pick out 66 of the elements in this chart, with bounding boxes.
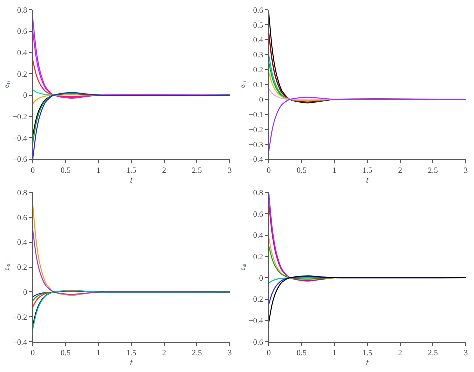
- x-tick-label: 0: [31, 348, 35, 358]
- y-tick-label: −0.2: [248, 295, 264, 304]
- y-tick-label: 0: [259, 274, 264, 283]
- y-tick-label: 0.8: [253, 188, 264, 198]
- y-tick-label: 0.2: [253, 252, 264, 262]
- x-tick-label: 2.5: [192, 348, 202, 358]
- x-tick-label: 0.5: [296, 166, 307, 175]
- y-tick-label: −0.2: [248, 125, 264, 134]
- y-tick-label: −0.4: [12, 134, 28, 143]
- y-tick-label: 0.1: [253, 80, 264, 90]
- y-tick-label: 0.2: [17, 70, 28, 79]
- x-tick-label: 1: [96, 348, 101, 358]
- y-tick-label: 0.8: [17, 188, 28, 198]
- y-tick-label: −0.2: [12, 312, 28, 322]
- x-tick-label: 1: [332, 348, 337, 358]
- y-tick-label: 0.6: [253, 210, 264, 219]
- y-tick-label: 0.3: [253, 50, 264, 60]
- x-tick-label: 1: [96, 166, 101, 175]
- x-tick-label: 3: [464, 348, 468, 358]
- y-tick-label: 0.4: [253, 231, 264, 240]
- y-tick-label: −0.4: [12, 338, 28, 347]
- y-tick-label: 0.4: [17, 238, 28, 248]
- y-tick-label: 0: [23, 91, 28, 100]
- y-tick-label: 0.6: [253, 6, 264, 15]
- x-tick-label: 1.5: [362, 348, 372, 358]
- x-axis-title: t: [366, 175, 370, 185]
- y-tick-label: −0.6: [12, 155, 28, 164]
- x-tick-label: 2: [162, 166, 166, 175]
- y-tick-label: 0.8: [17, 6, 28, 15]
- y-tick-label: 0.4: [253, 36, 264, 45]
- y-tick-label: 0.6: [17, 213, 28, 222]
- x-tick-label: 1.5: [126, 166, 137, 175]
- x-tick-label: 0: [266, 348, 271, 358]
- x-tick-label: 3: [228, 348, 232, 358]
- y-tick-label: −0.2: [12, 112, 28, 122]
- x-tick-label: 0: [31, 166, 35, 175]
- x-tick-label: 0.5: [60, 348, 71, 358]
- x-tick-label: 3: [464, 166, 468, 175]
- x-tick-label: 0.5: [296, 348, 307, 358]
- x-tick-label: 1.5: [126, 348, 137, 358]
- y-tick-label: 0: [23, 288, 28, 297]
- x-tick-label: 1.5: [362, 166, 372, 175]
- y-tick-label: 0.4: [17, 48, 28, 58]
- x-tick-label: 3: [228, 166, 232, 175]
- x-axis-title: t: [130, 358, 134, 368]
- x-tick-label: 0.5: [60, 166, 71, 175]
- x-tick-label: 1: [332, 166, 337, 175]
- x-tick-label: 2.5: [428, 166, 438, 175]
- y-tick-label: −0.3: [248, 140, 264, 150]
- y-tick-label: −0.1: [248, 110, 264, 120]
- x-tick-label: 2.5: [192, 166, 202, 175]
- x-tick-label: 2: [398, 348, 402, 358]
- y-tick-label: 0: [259, 95, 264, 104]
- y-tick-label: 0.5: [253, 20, 264, 30]
- y-tick-label: 0.2: [17, 263, 28, 272]
- y-tick-label: 0.6: [17, 27, 28, 36]
- y-tick-label: 0.2: [253, 66, 264, 75]
- x-tick-label: 2.5: [428, 348, 438, 358]
- x-tick-label: 0: [266, 166, 271, 175]
- y-tick-label: −0.4: [248, 316, 264, 326]
- x-axis-title: t: [130, 175, 134, 185]
- x-tick-label: 2: [162, 348, 166, 358]
- x-axis-title: t: [366, 358, 370, 368]
- y-tick-label: −0.6: [248, 338, 264, 347]
- x-tick-label: 2: [398, 166, 402, 175]
- y-tick-label: −0.4: [248, 155, 264, 164]
